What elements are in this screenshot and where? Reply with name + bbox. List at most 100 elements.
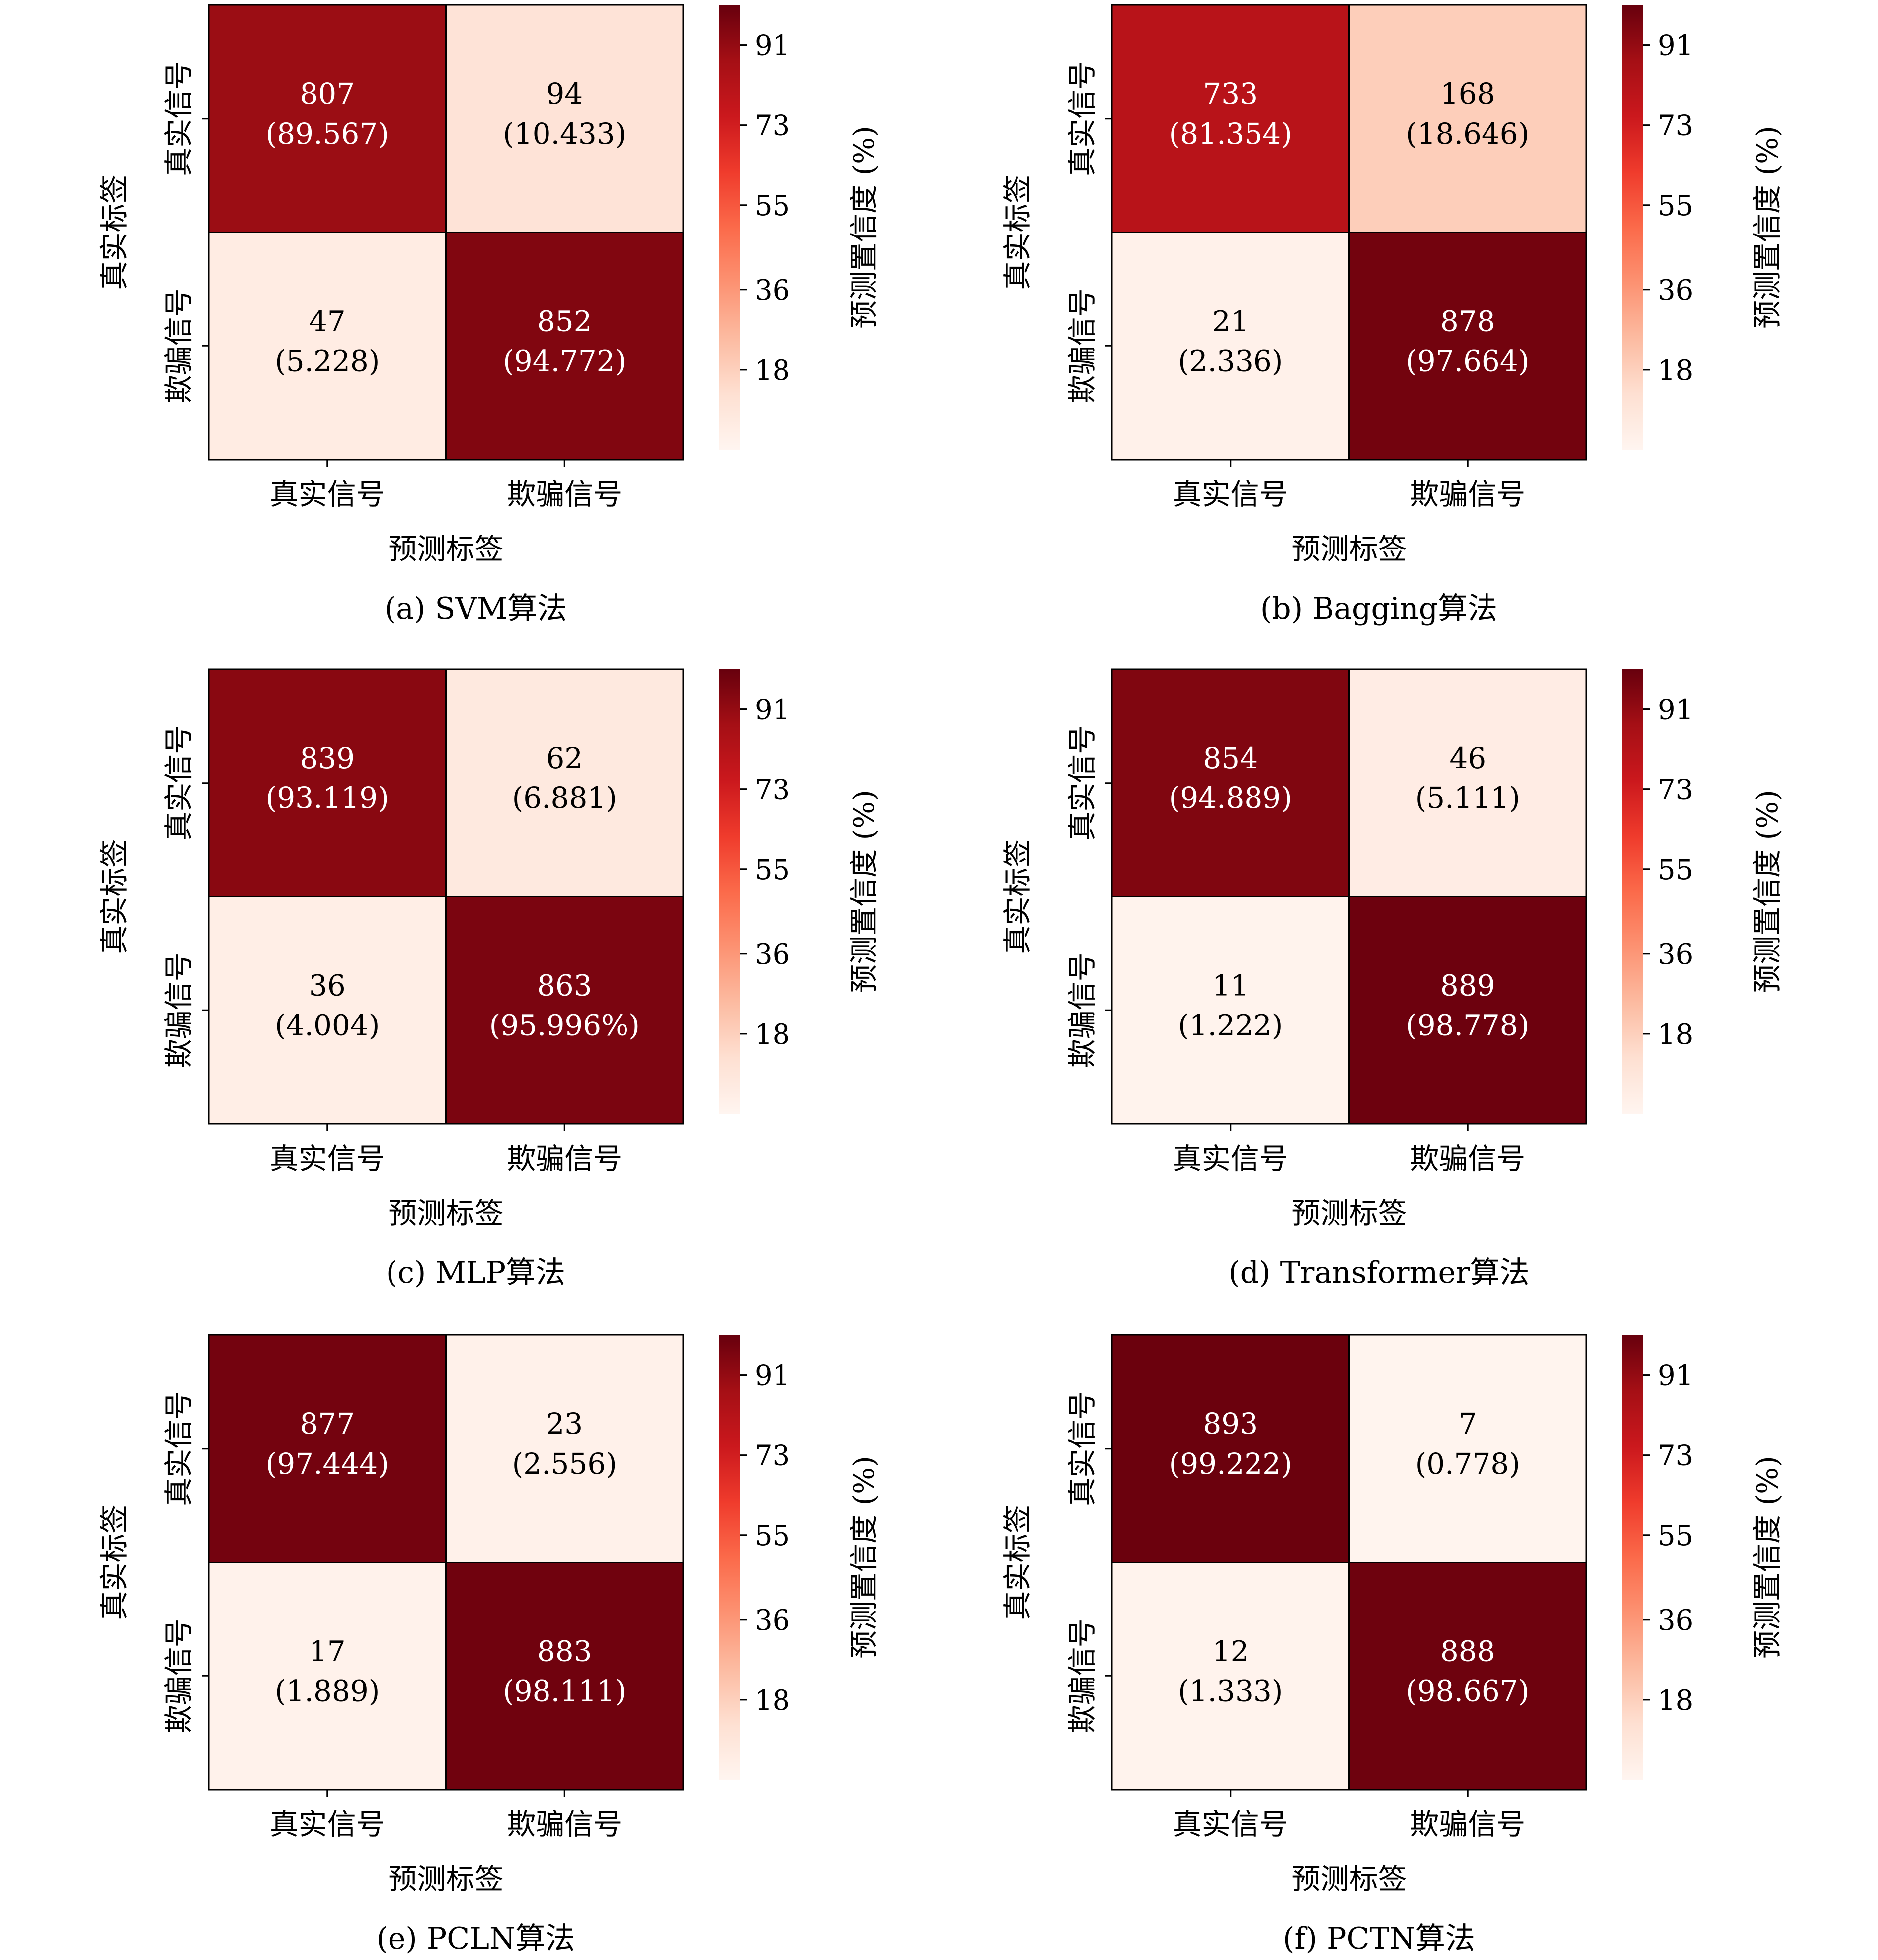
x-tick-label: 欺骗信号 [507, 1142, 622, 1176]
cell-count-label: 17 [309, 1634, 346, 1668]
heatmap-cell [208, 1334, 447, 1563]
cell-count-label: 23 [546, 1407, 583, 1441]
heatmap-frame [1111, 668, 1587, 1125]
heatmap-cell [208, 896, 447, 1125]
cell-count-label: 733 [1203, 77, 1258, 111]
cell-count-label: 889 [1440, 968, 1495, 1002]
heatmap-cell [208, 232, 447, 461]
y-tick-label: 真实信号 [1065, 725, 1099, 841]
x-tick-label: 真实信号 [270, 1807, 385, 1841]
x-tick-label: 欺骗信号 [1410, 477, 1525, 511]
y-axis-label: 真实标签 [97, 1504, 131, 1620]
heatmap-cell [445, 1562, 684, 1791]
colorbar-tick-label: 36 [755, 274, 790, 307]
colorbar-tick-label: 18 [755, 354, 790, 387]
heatmap-cell [1111, 668, 1350, 897]
colorbar [1622, 5, 1643, 450]
panel-caption: (c) MLP算法 [386, 1255, 565, 1290]
colorbar-tick-label: 73 [1658, 774, 1693, 806]
y-tick-label: 欺骗信号 [1065, 1618, 1099, 1733]
x-tick-label: 真实信号 [1173, 1142, 1288, 1176]
x-axis-label: 预测标签 [1291, 1196, 1407, 1230]
cell-percentage-label: (10.433) [503, 117, 626, 151]
cell-count-label: 888 [1440, 1634, 1495, 1668]
colorbar-tick-label: 55 [1658, 190, 1693, 222]
x-axis-label: 预测标签 [388, 532, 503, 566]
colorbar-tick-label: 18 [755, 1684, 790, 1717]
cell-count-label: 852 [537, 304, 592, 338]
colorbar-tick-label: 73 [1658, 1440, 1693, 1472]
panel-caption: (b) Bagging算法 [1260, 591, 1497, 626]
colorbar-tick-label: 73 [755, 1440, 790, 1472]
heatmap-cell [1348, 1562, 1587, 1791]
colorbar-tick-label: 73 [755, 774, 790, 806]
heatmap-cell [1111, 232, 1350, 461]
colorbar-label: 预测置信度 (%) [847, 126, 881, 329]
colorbar-tick-label: 55 [755, 190, 790, 222]
y-tick-label: 真实信号 [162, 1391, 196, 1506]
heatmap-cell [445, 4, 684, 233]
heatmap-frame [1111, 4, 1587, 461]
cell-count-label: 877 [300, 1407, 355, 1441]
cell-percentage-label: (6.881) [512, 781, 617, 815]
x-tick-label: 欺骗信号 [1410, 1807, 1525, 1841]
y-tick-label: 真实信号 [162, 725, 196, 841]
colorbar [719, 669, 740, 1114]
cell-count-label: 11 [1212, 968, 1249, 1002]
x-axis-label: 预测标签 [388, 1196, 503, 1230]
cell-percentage-label: (97.664) [1406, 344, 1529, 378]
cell-count-label: 21 [1212, 304, 1249, 338]
y-tick-label: 欺骗信号 [162, 1618, 196, 1733]
y-axis-label: 真实标签 [1001, 174, 1034, 290]
y-axis-label: 真实标签 [1001, 839, 1034, 954]
cell-percentage-label: (18.646) [1406, 117, 1529, 151]
colorbar-tick-label: 91 [1658, 30, 1693, 62]
colorbar-tick-label: 91 [755, 1360, 790, 1392]
cell-count-label: 863 [537, 968, 592, 1002]
y-tick-label: 欺骗信号 [1065, 952, 1099, 1068]
x-tick-label: 欺骗信号 [1410, 1142, 1525, 1176]
panel-caption: (f) PCTN算法 [1283, 1921, 1475, 1956]
colorbar-tick-label: 91 [1658, 1360, 1693, 1392]
confusion-matrix-panel: 893 (99.222) 7 (0.778) 12 (1.333) 888 (98.667) 真… [1001, 1334, 1784, 1956]
cell-percentage-label: (1.222) [1178, 1008, 1283, 1042]
x-axis-label: 预测标签 [388, 1862, 503, 1896]
cell-percentage-label: (97.444) [266, 1447, 389, 1481]
heatmap-cell [1111, 1562, 1350, 1791]
cell-percentage-label: (81.354) [1169, 117, 1292, 151]
panel-caption: (d) Transformer算法 [1228, 1255, 1529, 1290]
colorbar-tick-label: 18 [1658, 1019, 1693, 1051]
colorbar-tick-label: 36 [755, 939, 790, 971]
x-tick-label: 真实信号 [1173, 1807, 1288, 1841]
cell-percentage-label: (5.228) [275, 344, 380, 378]
cell-count-label: 94 [546, 77, 583, 111]
cell-percentage-label: (94.889) [1169, 781, 1292, 815]
colorbar-tick-label: 55 [1658, 854, 1693, 886]
colorbar-tick-label: 36 [1658, 1604, 1693, 1637]
cell-count-label: 839 [300, 741, 355, 775]
y-axis-label: 真实标签 [97, 839, 131, 954]
cell-percentage-label: (99.222) [1169, 1447, 1292, 1481]
y-tick-label: 真实信号 [162, 61, 196, 176]
colorbar-label: 预测置信度 (%) [1750, 790, 1784, 993]
colorbar-tick-label: 73 [755, 110, 790, 142]
colorbar [1622, 669, 1643, 1114]
x-axis-label: 预测标签 [1291, 1862, 1407, 1896]
cell-count-label: 807 [300, 77, 355, 111]
x-tick-label: 真实信号 [1173, 477, 1288, 511]
colorbar-label: 预测置信度 (%) [847, 790, 881, 993]
cell-percentage-label: (0.778) [1415, 1447, 1520, 1481]
y-axis-label: 真实标签 [1001, 1504, 1034, 1620]
panel-caption: (e) PCLN算法 [376, 1921, 575, 1956]
cell-percentage-label: (5.111) [1415, 781, 1520, 815]
colorbar-tick-label: 18 [1658, 1684, 1693, 1717]
cell-percentage-label: (98.111) [503, 1674, 626, 1708]
colorbar-tick-label: 55 [1658, 1520, 1693, 1552]
heatmap-frame [208, 1334, 684, 1791]
y-tick-label: 真实信号 [1065, 1391, 1099, 1506]
heatmap-cell [1111, 4, 1350, 233]
cell-percentage-label: (2.336) [1178, 344, 1283, 378]
heatmap-cell [1348, 4, 1587, 233]
confusion-matrix-panel: 807 (89.567) 94 (10.433) 47 (5.228) 852 (94.772… [97, 4, 881, 626]
